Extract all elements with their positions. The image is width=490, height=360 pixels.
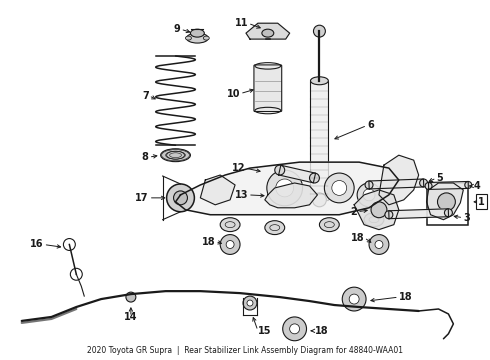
Ellipse shape: [191, 29, 204, 37]
Circle shape: [444, 209, 452, 217]
Circle shape: [314, 25, 325, 37]
Circle shape: [267, 170, 302, 206]
FancyBboxPatch shape: [254, 65, 282, 112]
Circle shape: [275, 165, 285, 175]
Text: 17: 17: [135, 193, 149, 203]
Circle shape: [365, 181, 373, 189]
Ellipse shape: [311, 77, 328, 85]
Circle shape: [465, 181, 472, 188]
Circle shape: [371, 202, 387, 218]
Polygon shape: [200, 175, 235, 205]
Text: 15: 15: [258, 326, 271, 336]
Bar: [311, 81, 328, 200]
Polygon shape: [389, 209, 448, 219]
Circle shape: [247, 300, 253, 306]
Circle shape: [375, 240, 383, 248]
Text: 13: 13: [235, 190, 248, 200]
Text: 11: 11: [235, 18, 248, 28]
Circle shape: [276, 179, 294, 197]
Ellipse shape: [265, 221, 285, 235]
Text: 8: 8: [142, 152, 149, 162]
Text: 4: 4: [473, 181, 480, 191]
Circle shape: [369, 235, 389, 255]
Circle shape: [438, 193, 455, 211]
Circle shape: [173, 191, 188, 205]
Ellipse shape: [364, 213, 384, 227]
Circle shape: [220, 235, 240, 255]
Polygon shape: [354, 190, 399, 230]
Circle shape: [167, 184, 195, 212]
Ellipse shape: [220, 218, 240, 231]
Polygon shape: [175, 162, 399, 215]
Text: 18: 18: [201, 237, 215, 247]
Text: 14: 14: [124, 312, 138, 322]
Text: 5: 5: [437, 173, 443, 183]
Text: 3: 3: [464, 213, 470, 223]
Text: 1: 1: [478, 197, 485, 207]
Circle shape: [283, 317, 307, 341]
Text: 9: 9: [174, 24, 180, 34]
Circle shape: [290, 324, 299, 334]
Text: 12: 12: [231, 163, 245, 173]
Circle shape: [313, 193, 326, 207]
Circle shape: [226, 240, 234, 248]
Circle shape: [126, 292, 136, 302]
Circle shape: [357, 183, 381, 207]
Polygon shape: [246, 23, 290, 39]
Ellipse shape: [185, 36, 192, 40]
Circle shape: [425, 183, 432, 189]
Circle shape: [324, 173, 354, 203]
Text: 2: 2: [350, 207, 357, 217]
Text: 18: 18: [350, 233, 364, 243]
Text: 7: 7: [142, 91, 149, 101]
Circle shape: [363, 189, 375, 201]
Polygon shape: [379, 155, 418, 205]
Circle shape: [243, 296, 257, 310]
Circle shape: [419, 179, 428, 187]
Polygon shape: [427, 183, 464, 220]
Text: 18: 18: [315, 326, 328, 336]
Circle shape: [332, 180, 347, 195]
Text: 2020 Toyota GR Supra  |  Rear Stabilizer Link Assembly Diagram for 48840-WAA01: 2020 Toyota GR Supra | Rear Stabilizer L…: [87, 346, 403, 355]
Text: 18: 18: [399, 292, 413, 302]
Ellipse shape: [319, 218, 339, 231]
Circle shape: [385, 211, 393, 219]
Polygon shape: [428, 181, 468, 189]
Text: 16: 16: [30, 239, 44, 249]
Circle shape: [310, 173, 319, 183]
Ellipse shape: [262, 29, 274, 37]
Polygon shape: [265, 183, 318, 208]
Polygon shape: [369, 179, 424, 189]
Bar: [427, 183, 468, 225]
Ellipse shape: [161, 149, 191, 162]
Polygon shape: [279, 165, 316, 183]
Ellipse shape: [203, 36, 209, 40]
Text: 10: 10: [226, 89, 240, 99]
Ellipse shape: [187, 33, 208, 43]
Text: 6: 6: [367, 121, 374, 130]
Circle shape: [342, 287, 366, 311]
Circle shape: [349, 294, 359, 304]
